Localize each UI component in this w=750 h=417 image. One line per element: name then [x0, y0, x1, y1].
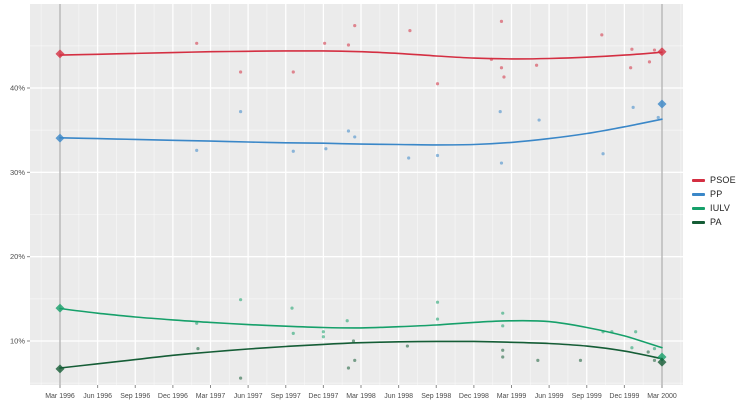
- x-tick-label: Mar 1996: [45, 393, 75, 400]
- x-tick-label: Dec 1999: [609, 393, 639, 400]
- x-tick-label: Sep 1996: [120, 393, 150, 400]
- poll-dots-psoe: [195, 19, 657, 86]
- y-tick-label: 10%: [10, 337, 25, 346]
- y-axis-labels: 10% 20% 30% 40%: [10, 84, 25, 346]
- axis-tick-marks: [27, 87, 663, 388]
- legend-item-pa: PA: [692, 218, 736, 227]
- y-tick-label: 40%: [10, 84, 25, 93]
- trend-line-pa: [59, 340, 663, 369]
- x-tick-label: Mar 1997: [196, 393, 226, 400]
- iulv-line-swatch: [692, 207, 705, 210]
- legend-item-psoe: PSOE: [692, 176, 736, 185]
- pa-line-swatch: [692, 221, 705, 224]
- y-tick-label: 30%: [10, 168, 25, 177]
- chart-legend: PSOE PP IULV PA: [692, 176, 736, 227]
- election-result-markers-psoe: [55, 47, 667, 59]
- poll-dots-pa: [196, 339, 657, 380]
- psoe-line-swatch: [692, 179, 705, 182]
- election-result-markers-pp: [55, 99, 667, 143]
- x-tick-label: Dec 1996: [158, 393, 188, 400]
- x-tick-label: Jun 1996: [83, 393, 112, 400]
- legend-label-pa: PA: [710, 217, 722, 227]
- x-tick-label: Sep 1999: [572, 393, 602, 400]
- x-tick-label: Sep 1998: [421, 393, 451, 400]
- election-result-markers-pa: [55, 357, 667, 374]
- trend-line-iulv: [59, 307, 663, 349]
- x-axis-labels: Mar 1996 Jun 1996 Sep 1996 Dec 1996 Mar 1997…: [45, 393, 677, 400]
- x-tick-label: Dec 1998: [459, 393, 489, 400]
- legend-item-pp: PP: [692, 190, 736, 199]
- election-result-markers-iulv: [55, 303, 667, 362]
- x-tick-label: Dec 1997: [308, 393, 338, 400]
- x-tick-label: Jun 1999: [535, 393, 564, 400]
- poll-dots-pp: [195, 105, 660, 165]
- x-tick-label: Mar 2000: [647, 393, 677, 400]
- legend-label-pp: PP: [710, 189, 723, 199]
- x-tick-label: Mar 1999: [497, 393, 527, 400]
- x-tick-label: Jun 1998: [384, 393, 413, 400]
- x-tick-label: Mar 1998: [346, 393, 376, 400]
- legend-item-iulv: IULV: [692, 204, 736, 213]
- legend-label-psoe: PSOE: [710, 175, 736, 185]
- election-date-lines: [59, 4, 663, 385]
- trend-line-psoe: [59, 50, 663, 60]
- x-tick-label: Sep 1997: [271, 393, 301, 400]
- pp-line-swatch: [692, 193, 705, 196]
- legend-label-iulv: IULV: [710, 203, 731, 213]
- x-tick-label: Jun 1997: [234, 393, 263, 400]
- trend-line-pp: [59, 118, 663, 146]
- plot-panel: [30, 4, 683, 385]
- y-tick-label: 20%: [10, 252, 25, 261]
